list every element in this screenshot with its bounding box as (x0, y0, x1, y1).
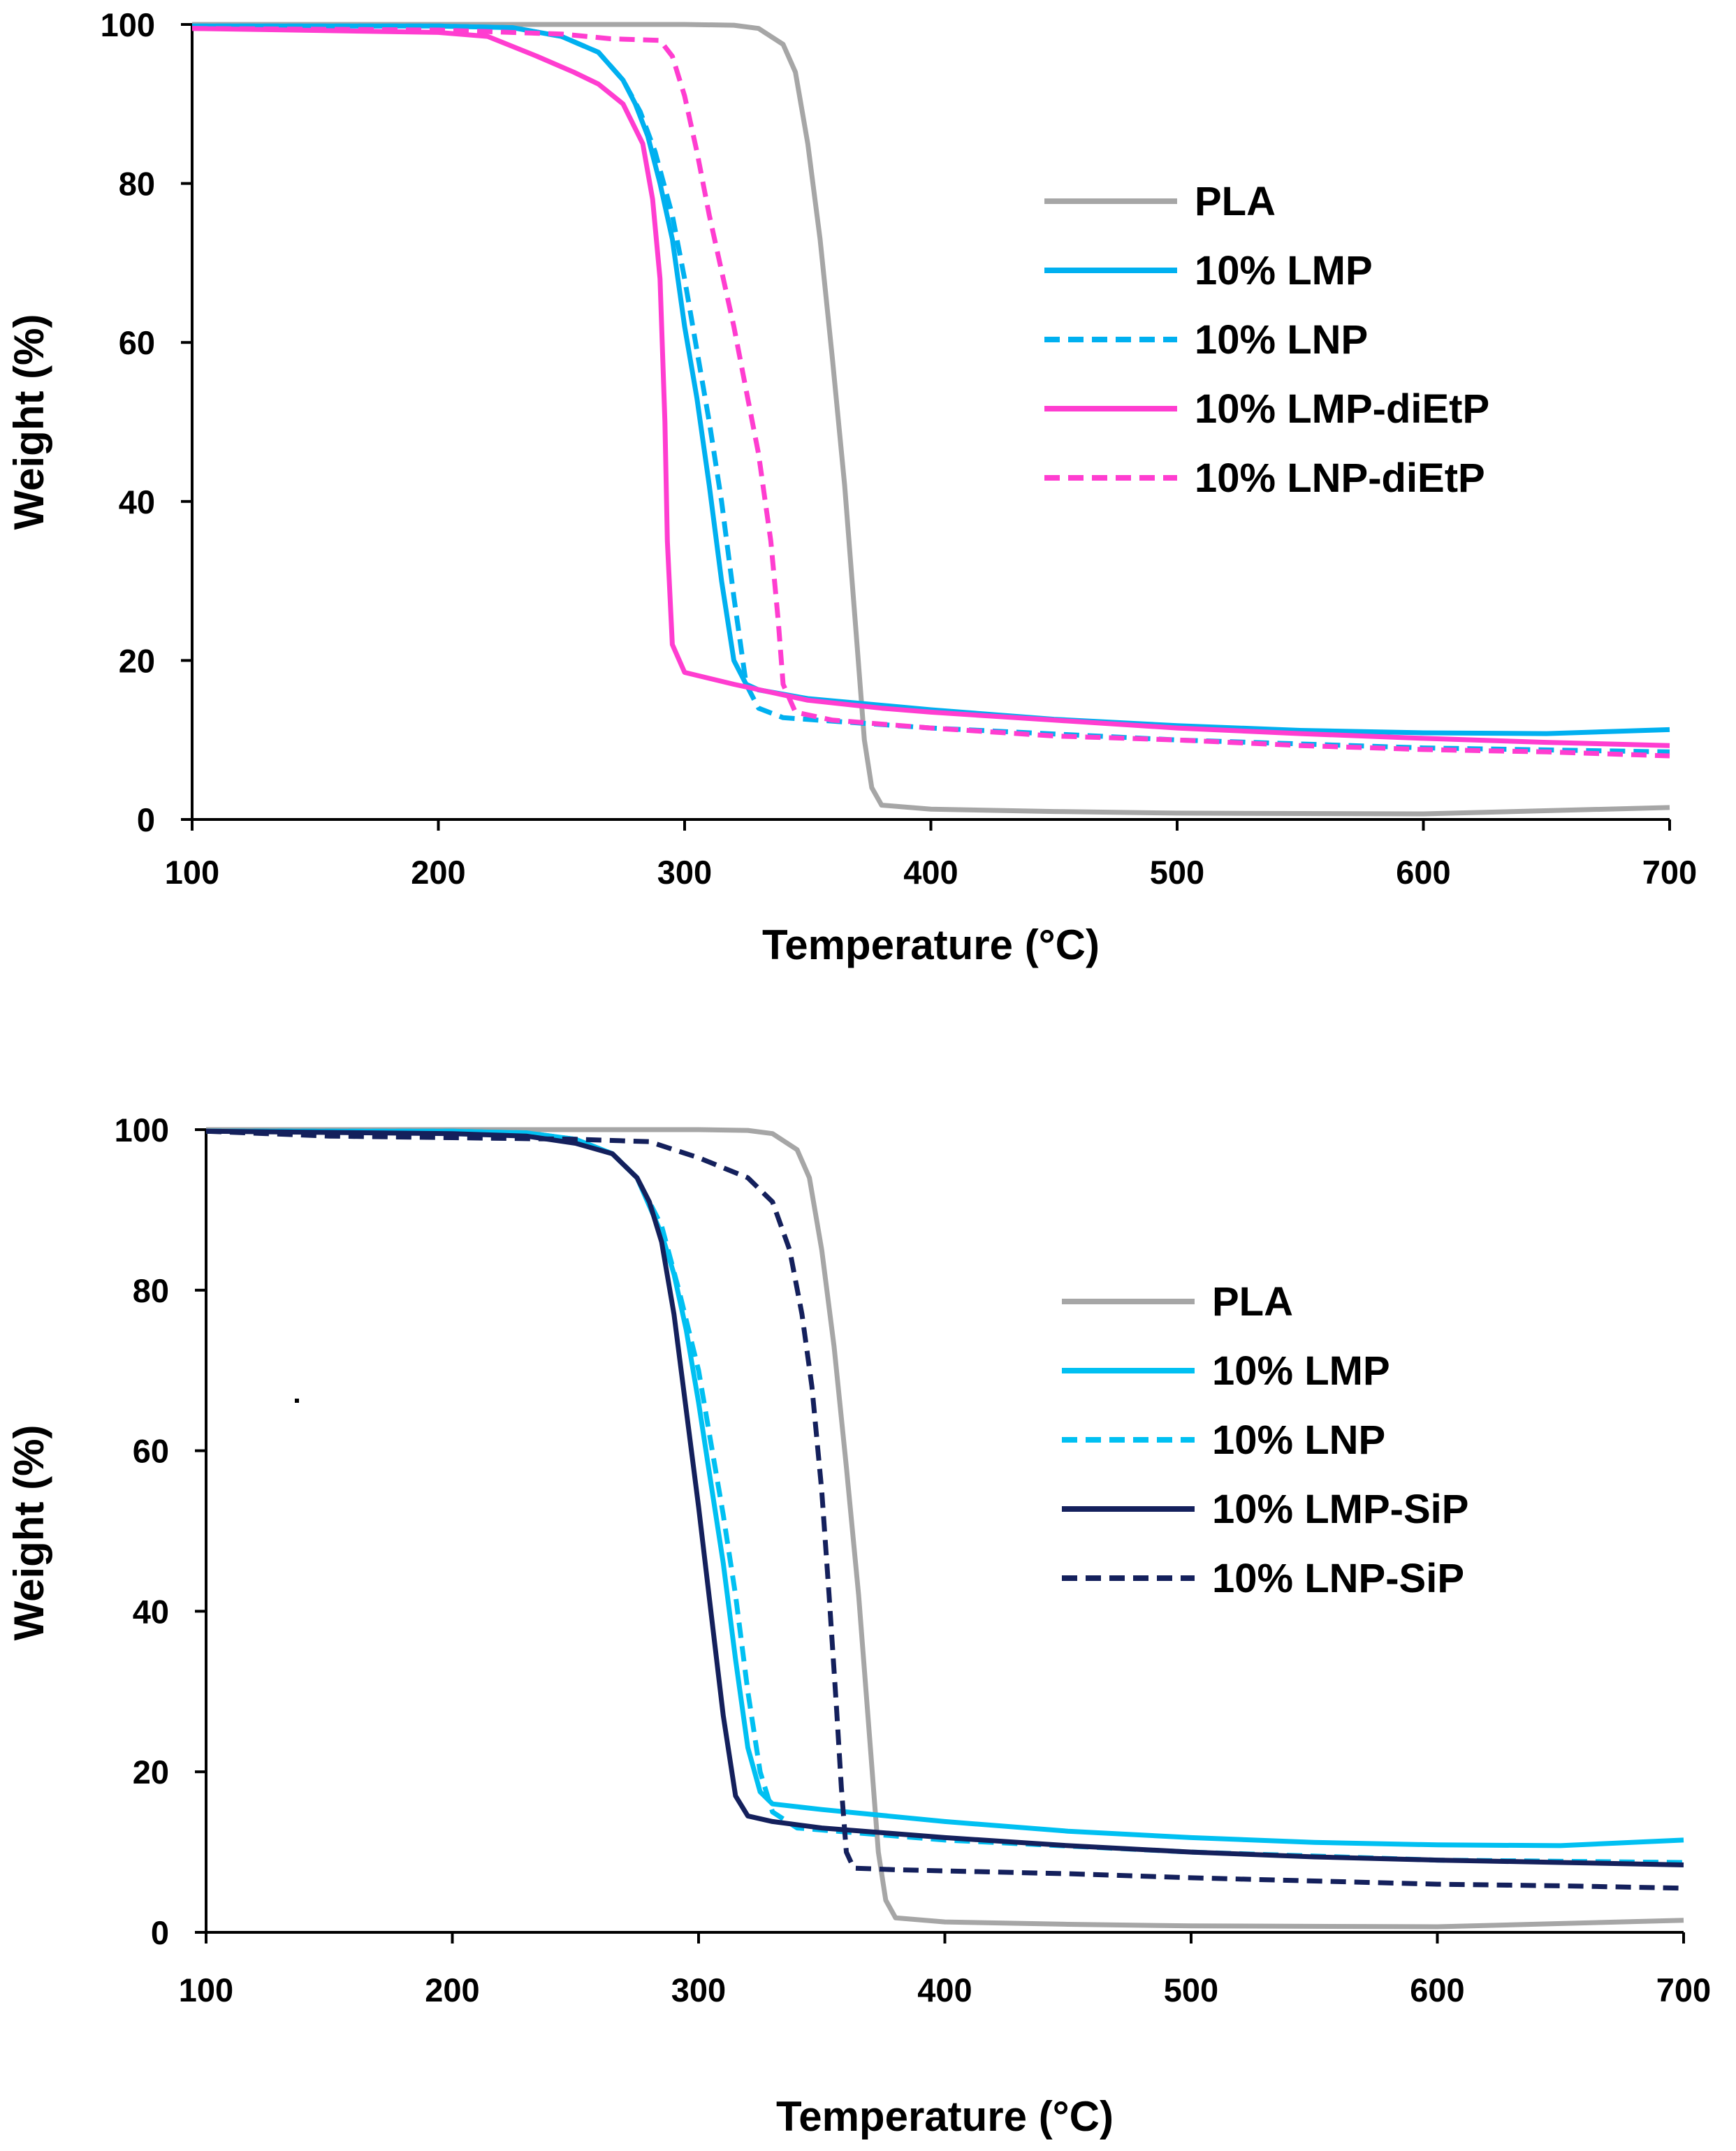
legend: PLA 10% LMP 10% LNP 10% LMP-SiP 10% LNP-SiP (1062, 1279, 1468, 1601)
y-tick-label: 0 (137, 801, 155, 838)
y-tick-label: 100 (101, 6, 155, 43)
x-tick-label: 300 (671, 1971, 726, 2008)
legend-label: 10% LNP (1195, 317, 1368, 363)
legend-label: PLA (1212, 1279, 1293, 1325)
y-tick-label: 20 (133, 1753, 169, 1791)
y-tick-label: 80 (119, 166, 155, 203)
legend-label: 10% LNP (1212, 1417, 1385, 1463)
x-axis-title: Temperature (°C) (776, 2093, 1114, 2140)
y-tick-label: 40 (133, 1593, 169, 1630)
y-tick-label: 80 (133, 1272, 169, 1309)
legend-label: 10% LMP-SiP (1212, 1487, 1468, 1532)
y-tick-label: 100 (115, 1111, 169, 1149)
y-tick-label: 60 (119, 324, 155, 361)
legend-label: 10% LNP-SiP (1212, 1556, 1464, 1601)
legend-label: 10% LNP-diEtP (1195, 455, 1485, 501)
y-axis-title: Weight (%) (6, 1425, 52, 1641)
y-axis-title: Weight (%) (6, 314, 52, 530)
x-tick-label: 600 (1396, 854, 1450, 891)
legend-label: 10% LMP (1212, 1348, 1390, 1394)
x-tick-label: 100 (179, 1971, 233, 2008)
x-tick-label: 600 (1410, 1971, 1464, 2008)
chart-1: 100 200 300 400 500 600 700 0 20 40 60 80 100 Tempera… (6, 6, 1697, 968)
legend-label: 10% LMP (1195, 248, 1373, 293)
series-line-pla (192, 22, 1670, 817)
series-line-10-lmp-sip (205, 1128, 1684, 1867)
x-tick-label: 300 (657, 854, 712, 891)
x-tick-label: 200 (425, 1971, 479, 2008)
x-tick-label: 700 (1642, 854, 1697, 891)
series-line-10-lmp-dietp (191, 26, 1670, 748)
x-tick-label: 200 (411, 854, 465, 891)
stray-dot-mark (295, 1399, 299, 1403)
series-line-10-lnp-sip (205, 1128, 1684, 1891)
x-axis-title: Temperature (°C) (762, 921, 1100, 968)
y-tick-label: 40 (119, 483, 155, 520)
x-tick-label: 500 (1150, 854, 1204, 891)
series-line-pla (206, 1127, 1684, 1930)
legend: PLA 10% LMP 10% LNP 10% LMP-diEtP 10% LNP-di… (1044, 179, 1489, 501)
chart-2: 100 200 300 400 500 600 700 0 20 40 60 80 100 Tempera… (6, 1111, 1711, 2140)
y-tick-label: 20 (119, 642, 155, 679)
x-tick-label: 500 (1164, 1971, 1218, 2008)
legend-label: PLA (1195, 179, 1276, 224)
legend-label: 10% LMP-diEtP (1195, 386, 1489, 432)
x-tick-label: 400 (903, 854, 958, 891)
y-tick-label: 0 (151, 1914, 169, 1951)
x-tick-label: 700 (1656, 1971, 1711, 2008)
x-tick-label: 400 (917, 1971, 972, 2008)
y-tick-label: 60 (133, 1433, 169, 1470)
x-tick-label: 100 (165, 854, 219, 891)
